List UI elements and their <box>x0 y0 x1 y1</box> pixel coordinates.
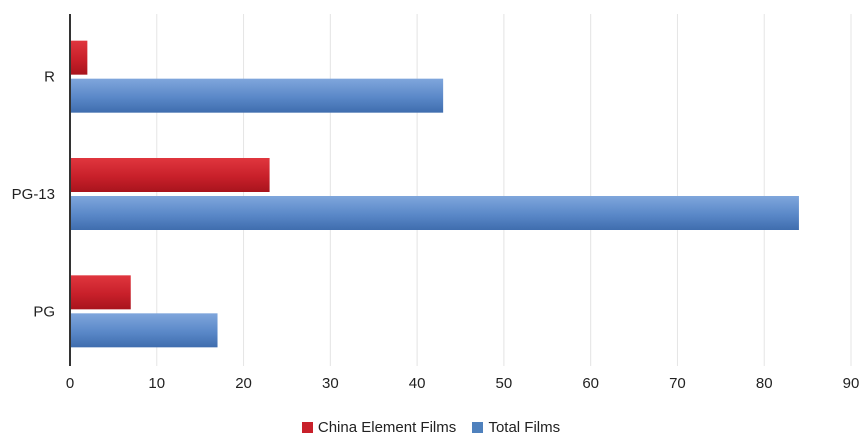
x-tick-label-0: 0 <box>66 375 74 392</box>
bar-total-films-pg-13 <box>70 196 799 230</box>
bars <box>70 40 799 348</box>
x-tick-label-10: 10 <box>148 375 165 392</box>
x-tick-label-30: 30 <box>322 375 339 392</box>
bar-total-films-r <box>70 78 444 113</box>
legend-item-china-element-films: China Element Films <box>301 419 457 436</box>
x-tick-label-80: 80 <box>756 375 773 392</box>
category-label-pg-13: PG-13 <box>12 186 55 203</box>
bar-china-element-films-r <box>70 40 88 75</box>
x-tick-label-50: 50 <box>496 375 513 392</box>
gridlines <box>156 14 852 366</box>
category-labels: R PG-13 PG <box>12 69 56 321</box>
legend-label-total-films: Total Films <box>488 419 561 436</box>
x-tick-label-70: 70 <box>669 375 686 392</box>
legend-swatch-total-films <box>472 422 484 433</box>
bar-total-films-pg <box>70 313 218 348</box>
legend-swatch-china-element-films <box>301 422 313 433</box>
x-tick-labels: 0 10 20 30 40 50 60 70 80 90 <box>66 375 860 392</box>
category-label-pg: PG <box>33 303 55 320</box>
legend-label-china-element-films: China Element Films <box>317 419 457 436</box>
x-tick-label-90: 90 <box>843 375 860 392</box>
bar-china-element-films-pg-13 <box>70 158 270 192</box>
bar-china-element-films-pg <box>70 275 131 310</box>
x-tick-label-40: 40 <box>409 375 426 392</box>
x-tick-label-60: 60 <box>582 375 599 392</box>
category-label-r: R <box>44 69 55 86</box>
legend-item-total-films: Total Films <box>472 419 560 436</box>
legend: China Element Films Total Films <box>0 419 862 437</box>
x-tick-label-20: 20 <box>235 375 252 392</box>
